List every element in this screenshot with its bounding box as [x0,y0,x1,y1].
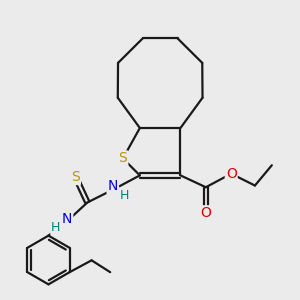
Text: H: H [51,221,61,234]
Text: O: O [226,167,237,181]
Text: N: N [108,179,118,193]
Text: S: S [71,170,80,184]
Text: O: O [200,206,211,220]
Text: H: H [119,188,129,202]
Text: S: S [118,152,127,166]
Text: N: N [62,212,72,226]
